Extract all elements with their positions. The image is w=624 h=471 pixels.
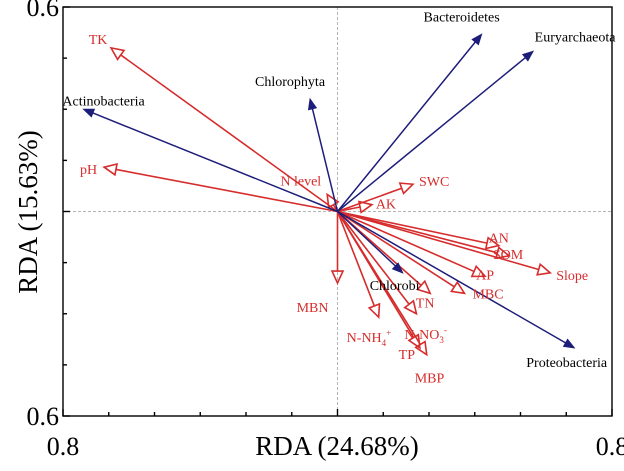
label-mbc: MBC [472, 287, 503, 302]
arrow-tk [120, 54, 338, 213]
label-mbp: MBP [415, 372, 445, 387]
label-n-nh4: N-NH4+ [347, 328, 392, 348]
arrow-n-nh4 [336, 211, 376, 307]
label-chlorobi: Chlorobi [370, 279, 420, 294]
arrow-proteobacteria [337, 210, 566, 344]
label-swc: SWC [419, 175, 449, 190]
arrowhead-ak [357, 200, 374, 214]
y-tick-label-1: 0.6 [27, 402, 60, 431]
label-ap: AP [476, 268, 494, 283]
label-chlorophyta: Chlorophyta [255, 75, 326, 90]
arrow-actinobacteria [92, 112, 338, 213]
arrowhead-n-nh4 [367, 302, 381, 319]
label-mbn: MBN [297, 301, 329, 316]
tick-labels: 0.8 0.80.60.6 [27, 0, 624, 461]
label-n-no3: N-NO3- [404, 325, 447, 345]
label-proteobacteria: Proteobacteria [526, 356, 608, 371]
arrowhead-n-no3 [403, 299, 418, 316]
label-an: AN [489, 232, 509, 247]
label-tk: TK [89, 33, 108, 48]
arrowhead-an [484, 236, 501, 250]
arrowhead-chlorophyta [307, 97, 318, 111]
label-som: SOM [493, 248, 524, 263]
arrow-chlorophyta [311, 108, 339, 212]
arrowhead-actinobacteria [82, 108, 96, 118]
arrowhead-ap [470, 264, 487, 278]
vector-arrows [82, 33, 576, 357]
arrowhead-mbc [450, 280, 467, 295]
arrow-ph [115, 168, 338, 213]
arrow-mbc [337, 210, 455, 288]
arrow-an [337, 210, 488, 244]
arrowhead-tk [109, 46, 126, 61]
arrow-mbp [336, 211, 422, 345]
arrow-bacteroidetes [336, 41, 476, 212]
arrow-ap [337, 210, 475, 273]
arrow-slope [337, 210, 539, 271]
arrow-n-no3 [336, 211, 410, 305]
axis-ticks [62, 6, 613, 417]
arrow-chlorobi [336, 210, 396, 267]
arrow-swc [337, 187, 402, 213]
x-tick-label-0: 0.8 [47, 432, 80, 461]
label-ph: pH [80, 163, 97, 178]
arrowhead-mbn [330, 270, 345, 285]
arrowhead-mbp [414, 340, 428, 357]
center-lines [63, 7, 612, 416]
arrow-euryarchaeota [337, 57, 526, 213]
label-actinobacteria: Actinobacteria [62, 94, 145, 109]
arrowhead-tn [416, 279, 432, 295]
arrow-ak [337, 206, 361, 213]
arrowhead-proteobacteria [562, 338, 576, 349]
arrowhead-slope [536, 262, 553, 276]
x-tick-label-1: 0.8 [596, 432, 624, 461]
arrowhead-euryarchaeota [521, 50, 535, 62]
x-axis-title: RDA (24.68%) [255, 431, 419, 461]
label-euryarchaeota: Euryarchaeota [535, 30, 617, 45]
arrowhead-ph [102, 162, 119, 177]
label-n-level: N level [280, 174, 321, 189]
arrowhead-n-level [326, 192, 340, 209]
label-tp: TP [399, 348, 416, 363]
arrowhead-swc [398, 182, 415, 195]
label-tn: TN [416, 296, 435, 311]
arrowhead-som [494, 246, 511, 260]
label-slope: Slope [556, 269, 588, 284]
arrowhead-chlorobi [391, 262, 404, 274]
arrowhead-bacteroidetes [471, 33, 483, 46]
label-ak: AK [376, 198, 396, 213]
y-tick-label-0: 0.6 [27, 0, 60, 22]
y-axis-title: RDA (15.63%) [13, 130, 43, 294]
label-bacteroidetes: Bacteroidetes [424, 10, 500, 25]
